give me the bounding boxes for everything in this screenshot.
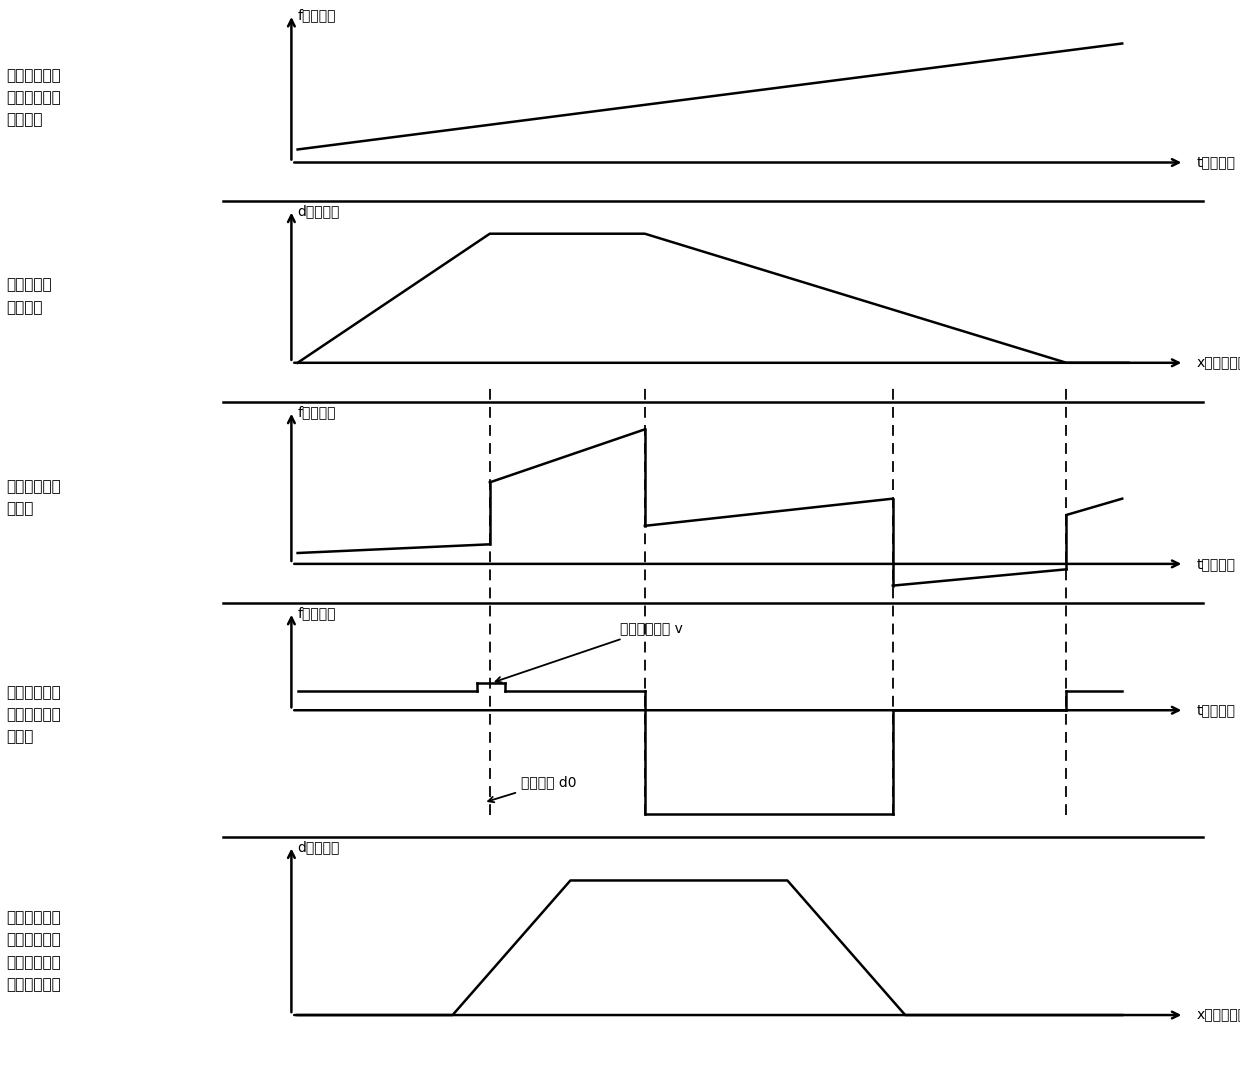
- Text: 被扫描目标
表面距离: 被扫描目标 表面距离: [6, 277, 52, 315]
- Text: 根据初始距离
和距离变化速
率计算被扫描
目标表面距离: 根据初始距离 和距离变化速 率计算被扫描 目标表面距离: [6, 910, 61, 992]
- Text: 激光回波信号
的频率: 激光回波信号 的频率: [6, 478, 61, 516]
- Text: d（距离）: d（距离）: [298, 840, 340, 854]
- Text: x（扫描位置）: x（扫描位置）: [1197, 355, 1240, 370]
- Text: 初始距离 d0: 初始距离 d0: [489, 776, 577, 802]
- Text: 一个扫描周期
内的声光调制
信号频率: 一个扫描周期 内的声光调制 信号频率: [6, 68, 61, 127]
- Text: d（距离）: d（距离）: [298, 204, 340, 218]
- Text: f（频率）: f（频率）: [298, 9, 336, 23]
- Text: t（时间）: t（时间）: [1197, 155, 1235, 170]
- Text: x（扫描位置）: x（扫描位置）: [1197, 1008, 1240, 1022]
- Text: f（频率）: f（频率）: [298, 607, 336, 621]
- Text: 回波信号与参
考信号相干后
的差频: 回波信号与参 考信号相干后 的差频: [6, 685, 61, 745]
- Text: f（频率）: f（频率）: [298, 405, 336, 420]
- Text: 距离变化速率 v: 距离变化速率 v: [496, 622, 683, 683]
- Text: t（时间）: t（时间）: [1197, 557, 1235, 571]
- Text: t（时间）: t（时间）: [1197, 703, 1235, 717]
